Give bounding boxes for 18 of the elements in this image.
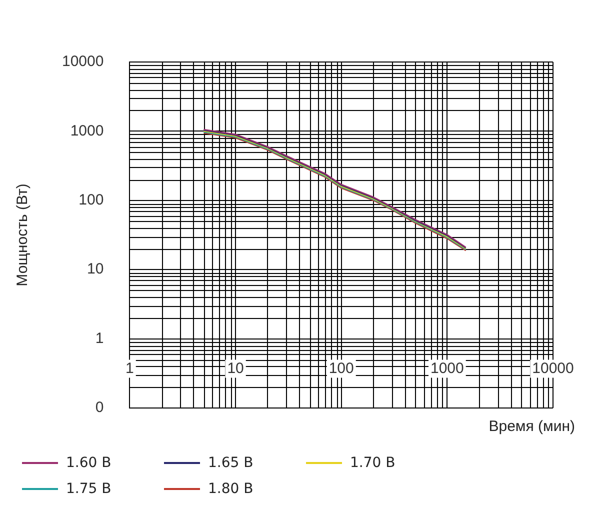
legend-label: 1.80 В (208, 481, 254, 497)
x-tick-label: 1 (126, 360, 134, 377)
x-tick-label: 100 (328, 360, 354, 377)
y-tick-label: 10 (87, 260, 104, 278)
y-tick-label: 100 (78, 192, 104, 209)
y-tick-label: 1 (95, 330, 104, 347)
y-tick-label: 10000 (62, 53, 104, 70)
y-axis-title: Мощность (Вт) (14, 184, 32, 286)
x-tick-label: 10000 (532, 360, 574, 377)
x-tick-label: 10 (227, 360, 244, 377)
legend-label: 1.60 В (66, 455, 112, 471)
legend-label: 1.65 В (208, 455, 254, 471)
y-tick-label: 0 (95, 399, 104, 416)
x-tick-label: 1000 (430, 360, 464, 377)
y-tick-label: 1000 (70, 122, 104, 140)
x-axis-title: Время (мин) (488, 418, 575, 435)
legend-label: 1.75 В (66, 481, 112, 497)
legend-label: 1.70 В (350, 455, 396, 471)
